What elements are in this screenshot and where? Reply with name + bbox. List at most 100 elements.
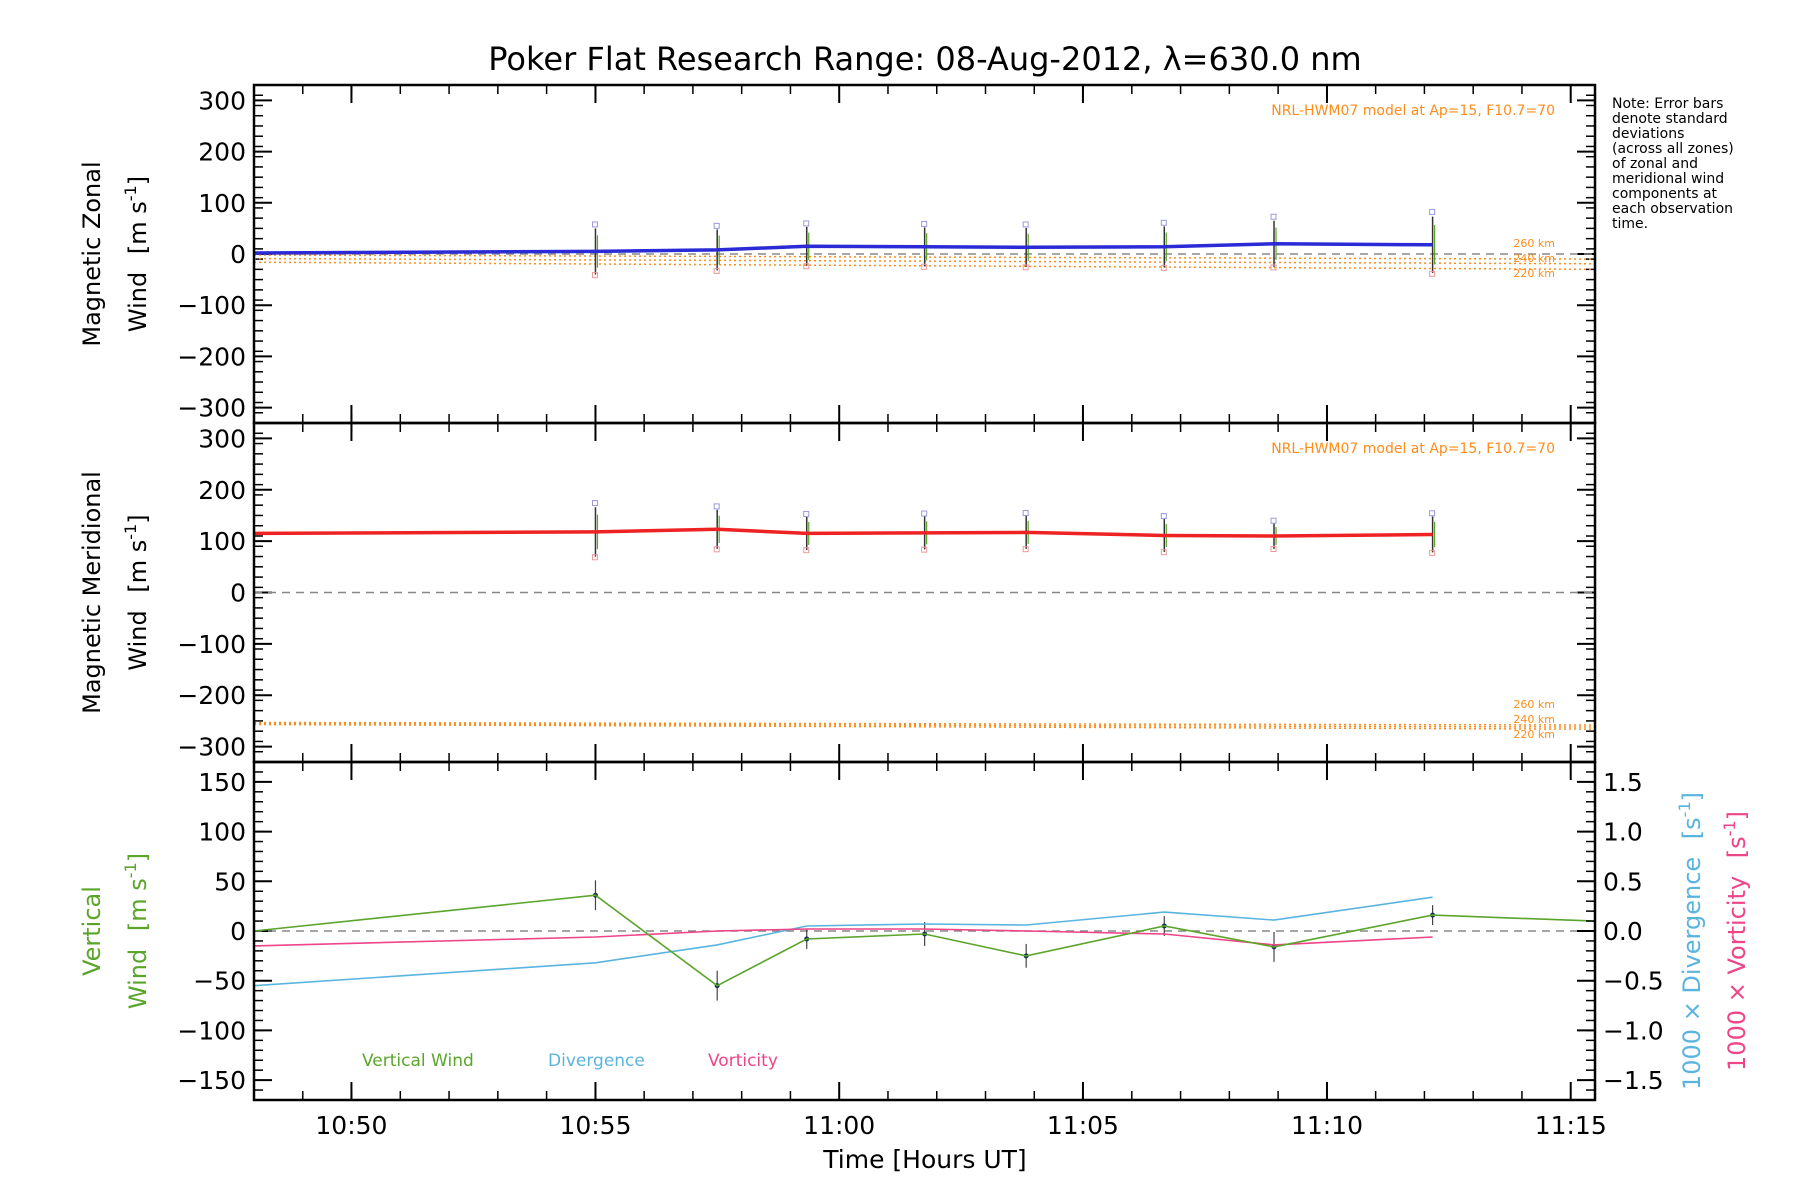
model-altitude-label: 240 km (1513, 252, 1555, 265)
y-tick-label: −50 (193, 967, 246, 996)
y-tick-label: 100 (198, 527, 246, 556)
zonal-wind-line (253, 242, 1433, 255)
vertical-wind-line (253, 894, 1596, 987)
vertical-ylabel-line1: Vertical (78, 886, 106, 976)
y-tick-label: −200 (177, 681, 246, 710)
divergence-line (253, 896, 1433, 987)
zone-marker (1429, 208, 1436, 215)
zone-marker (591, 272, 598, 279)
y-tick-label: 100 (198, 189, 246, 218)
zone-marker (1022, 546, 1029, 553)
zone-marker (921, 546, 928, 553)
x-tick-label: 11:15 (1535, 1111, 1607, 1140)
zone-marker (1270, 545, 1277, 552)
meridional-ylabel-line2: Wind [m s-1] (121, 514, 152, 670)
legend-vertical-wind: Vertical Wind (362, 1051, 474, 1071)
side-note-line: (across all zones) (1612, 141, 1734, 157)
zone-marker (1160, 513, 1167, 520)
model-altitude-label: 220 km (1513, 728, 1555, 741)
y-tick-label: 200 (198, 138, 246, 167)
x-tick-label: 11:00 (803, 1111, 875, 1140)
side-note-line: time. (1612, 216, 1648, 232)
y-tick-label: −150 (177, 1066, 246, 1095)
y-tick-label: 0 (230, 240, 246, 269)
zone-marker (921, 263, 928, 270)
right-y-tick-label: −1.0 (1603, 1016, 1664, 1045)
zone-marker (1160, 549, 1167, 556)
zone-marker (1022, 264, 1029, 271)
y-tick-label: −100 (177, 630, 246, 659)
y-tick-label: −100 (177, 291, 246, 320)
zone-marker (921, 220, 928, 227)
model-altitude-label: 260 km (1513, 698, 1555, 711)
right-y-tick-label: 1.5 (1603, 768, 1643, 797)
y-tick-label: −200 (177, 342, 246, 371)
y-tick-label: 300 (198, 86, 246, 115)
zone-marker (1270, 264, 1277, 271)
zone-marker (1429, 549, 1436, 556)
zone-marker (713, 546, 720, 553)
zone-marker (803, 547, 810, 554)
zone-marker (1160, 264, 1167, 271)
side-note-line: each observation (1612, 201, 1733, 217)
model-line (253, 722, 1596, 728)
right-y-tick-label: −1.5 (1603, 1066, 1664, 1095)
divergence-axis-label: 1000 × Divergence [s-1] (1675, 792, 1706, 1090)
vorticity-line (253, 928, 1433, 947)
zone-marker (803, 263, 810, 270)
x-tick-label: 11:10 (1291, 1111, 1363, 1140)
zone-marker (1429, 510, 1436, 517)
y-tick-label: 200 (198, 476, 246, 505)
zone-marker (591, 221, 598, 228)
model-line (253, 721, 1596, 726)
y-tick-label: 300 (198, 424, 246, 453)
meridional-ylabel-line1: Magnetic Meridional (78, 471, 106, 714)
model-altitude-label: 240 km (1513, 713, 1555, 726)
right-y-tick-label: 1.0 (1603, 818, 1643, 847)
y-tick-label: −100 (177, 1016, 246, 1045)
side-note-line: of zonal and (1612, 156, 1698, 172)
zonal-ylabel-line1: Magnetic Zonal (78, 161, 106, 346)
zone-marker (713, 503, 720, 510)
side-note-line: deviations (1612, 126, 1684, 142)
zone-marker (1270, 517, 1277, 524)
zone-marker (591, 500, 598, 507)
zone-marker (1022, 510, 1029, 517)
right-y-tick-label: 0.0 (1603, 917, 1643, 946)
y-tick-label: 50 (214, 867, 246, 896)
x-axis-title: Time [Hours UT] (822, 1145, 1026, 1174)
side-note-line: components at (1612, 186, 1718, 202)
legend-vorticity: Vorticity (708, 1051, 778, 1071)
x-tick-label: 10:55 (559, 1111, 631, 1140)
zone-marker (803, 220, 810, 227)
zone-marker (921, 510, 928, 517)
meridional-wind-line (253, 527, 1433, 538)
meridional-wind-panel: −300 −200 −100 0 100 200 300 NRL-HWM07 model a… (78, 421, 1597, 764)
zonal-ylabel-line2: Wind [m s-1] (121, 176, 152, 332)
zone-marker (713, 267, 720, 274)
y-tick-label: 100 (198, 818, 246, 847)
side-note-line: Note: Error bars (1612, 96, 1723, 112)
model-line (253, 723, 1596, 730)
zonal-wind-panel: −300 −200 −100 0 100 200 300 NRL-HWM07 model a… (78, 83, 1597, 425)
y-tick-label: 0 (230, 579, 246, 608)
zone-marker (591, 554, 598, 561)
zone-marker (1022, 221, 1029, 228)
side-note-line: denote standard (1612, 111, 1728, 127)
zone-marker (1429, 270, 1436, 277)
y-tick-label: −300 (177, 733, 246, 762)
right-y-tick-label: 0.5 (1603, 867, 1643, 896)
y-tick-label: 0 (230, 917, 246, 946)
zone-marker (1160, 219, 1167, 226)
vertical-wind-panel: −150 −100 −50 0 50 100 150 10:50 10:55 11:00 11:0… (78, 760, 1751, 1140)
zone-marker (803, 511, 810, 518)
x-tick-label: 10:50 (315, 1111, 387, 1140)
y-tick-label: 150 (198, 768, 246, 797)
x-tick-label: 11:05 (1047, 1111, 1119, 1140)
vorticity-axis-label: 1000 × Vorticity [s-1] (1720, 811, 1751, 1071)
model-altitude-label: 260 km (1513, 237, 1555, 250)
right-y-tick-label: −0.5 (1603, 967, 1664, 996)
chart-title: Poker Flat Research Range: 08-Aug-2012, … (488, 40, 1361, 78)
